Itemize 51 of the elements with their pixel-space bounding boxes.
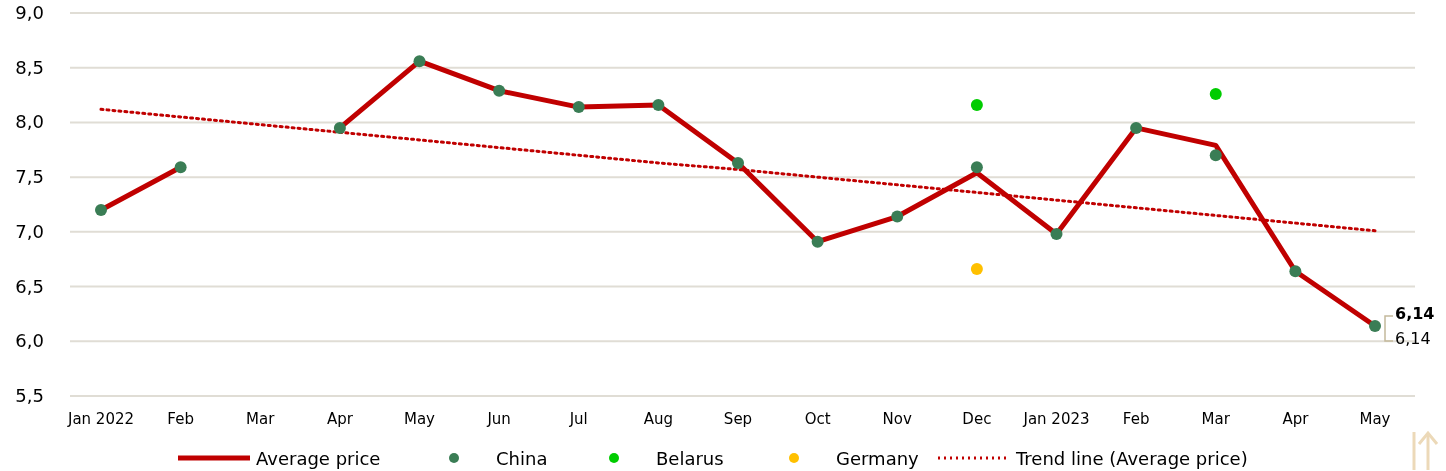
y-tick-label: 7,5: [15, 166, 44, 188]
x-tick-label: Jan 2022: [66, 410, 135, 428]
x-tick-label: Nov: [882, 410, 913, 428]
y-tick-label: 8,0: [15, 111, 44, 133]
point: [572, 101, 585, 114]
x-tick-label: Mar: [1201, 410, 1231, 428]
point: [174, 161, 187, 174]
point: [1289, 265, 1302, 278]
x-tick-label: Apr: [326, 410, 354, 428]
x-tick-label: Aug: [643, 410, 674, 428]
point: [1050, 228, 1063, 241]
data-label: 6,14: [1395, 304, 1435, 324]
x-tick-label: May: [403, 410, 436, 428]
data-label: 6,14: [1395, 329, 1431, 349]
point: [970, 98, 983, 111]
y-tick-label: 9,0: [15, 2, 44, 23]
legend-label: China: [496, 448, 548, 469]
y-tick-label: 7,0: [15, 220, 44, 242]
y-tick-label: 6,0: [15, 330, 44, 352]
x-tick-label: Dec: [962, 410, 992, 428]
x-tick-label: Mar: [246, 410, 276, 428]
x-tick-label: Jul: [568, 410, 588, 428]
legend-label: Trend line (Average price): [1015, 448, 1248, 469]
x-tick-label: Feb: [1122, 410, 1150, 428]
point: [1209, 149, 1222, 162]
point: [652, 98, 665, 111]
legend-label: Germany: [836, 448, 920, 469]
y-tick-label: 6,5: [15, 275, 44, 297]
x-tick-label: Jan 2023: [1022, 410, 1090, 428]
y-tick-label: 8,5: [15, 56, 44, 78]
x-tick-label: Feb: [167, 410, 194, 428]
point: [811, 235, 824, 248]
x-tick-label: Jun: [486, 410, 511, 428]
point: [1130, 121, 1143, 134]
legend-label: Average price: [256, 448, 381, 469]
point: [970, 161, 983, 174]
point: [1209, 87, 1222, 100]
legend-label: Belarus: [656, 448, 724, 469]
x-tick-label: Sep: [723, 410, 753, 428]
point: [413, 55, 426, 68]
x-tick-label: Oct: [804, 410, 831, 428]
point: [333, 121, 346, 134]
point: [493, 84, 506, 97]
x-tick-label: May: [1359, 410, 1391, 428]
point: [1369, 319, 1381, 332]
point: [732, 156, 744, 169]
point: [970, 263, 983, 276]
x-tick-label: Apr: [1282, 410, 1310, 428]
y-tick-label: 5,5: [15, 385, 44, 406]
point: [891, 210, 904, 223]
point: [95, 203, 107, 216]
